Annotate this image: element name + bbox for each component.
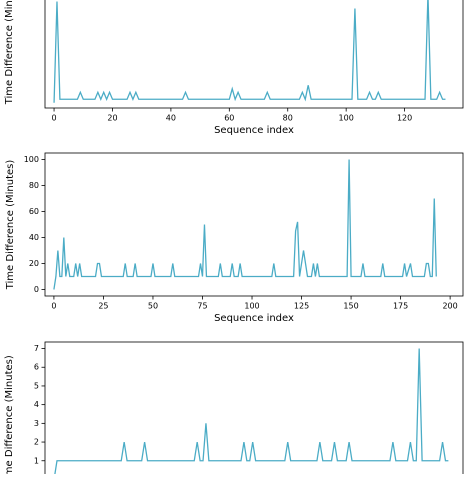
x-tick-label: 50 — [148, 302, 158, 311]
data-line — [53, 159, 437, 290]
x-tick-label: 60 — [224, 114, 234, 123]
x-tick-label: 80 — [283, 114, 293, 123]
x-tick-label: 100 — [339, 114, 354, 123]
plot-frame — [44, 341, 464, 478]
x-axis-label: Sequence index — [214, 313, 294, 324]
x-tick-label: 0 — [52, 114, 57, 123]
y-tick-label: 20 — [29, 259, 39, 268]
y-tick-label: 1 — [34, 456, 39, 465]
y-axis-label: Time Difference (Minutes) — [5, 160, 16, 291]
y-axis-label: Time Difference (Minutes) — [4, 0, 15, 105]
y-tick-label: 4 — [34, 400, 39, 409]
y-tick-label: 0 — [34, 285, 39, 294]
x-tick-label: 0 — [51, 302, 56, 311]
x-tick-label: 40 — [166, 114, 176, 123]
x-tick-label: 150 — [343, 302, 358, 311]
x-tick-label: 100 — [244, 302, 259, 311]
y-axis-label: Time Difference (Minutes) — [4, 355, 15, 474]
x-tick-label: 75 — [197, 302, 207, 311]
plot-frame — [44, 0, 464, 109]
x-tick-label: 25 — [98, 302, 108, 311]
y-tick-label: 60 — [29, 207, 39, 216]
x-axis-label: Sequence index — [214, 125, 294, 136]
data-line — [53, 0, 446, 103]
x-tick-label: 120 — [397, 114, 412, 123]
y-tick-label: 40 — [29, 233, 39, 242]
x-tick-label: 175 — [393, 302, 408, 311]
y-tick-label: 80 — [29, 181, 39, 190]
y-tick-label: 3 — [34, 419, 39, 428]
y-tick-label: 7 — [34, 344, 39, 353]
y-tick-label: 6 — [34, 363, 39, 372]
plot-frame — [44, 152, 464, 297]
y-tick-label: 5 — [34, 381, 39, 390]
x-tick-label: 125 — [294, 302, 309, 311]
y-tick-label: 2 — [34, 438, 39, 447]
x-tick-label: 200 — [442, 302, 457, 311]
data-line — [53, 348, 449, 478]
y-tick-label: 100 — [24, 155, 39, 164]
x-tick-label: 20 — [107, 114, 117, 123]
